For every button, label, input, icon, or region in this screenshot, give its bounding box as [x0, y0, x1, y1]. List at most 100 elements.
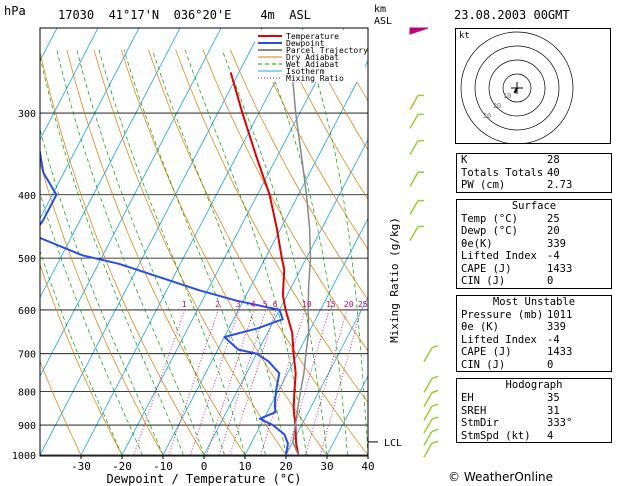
- legend-bg: [255, 30, 365, 82]
- km-asl-label: ASL: [374, 16, 393, 27]
- dry-adiabat: [66, 49, 246, 456]
- index-value: 31: [547, 404, 560, 417]
- wind-barb: [409, 200, 419, 216]
- temp-tick-label: 10: [238, 460, 251, 473]
- index-label: CIN (J): [461, 358, 506, 371]
- index-label: θe (K): [461, 321, 499, 333]
- temp-tick-label: 30: [320, 460, 333, 473]
- isotherm-line: [40, 28, 222, 378]
- wind-barb: [409, 140, 419, 155]
- index-label: CAPE (J): [461, 262, 512, 275]
- wind-barb: [423, 442, 433, 458]
- temp-tick-label: 40: [361, 460, 374, 473]
- index-table-title: Surface: [511, 199, 557, 212]
- temp-tick-label: 20: [279, 460, 292, 473]
- index-table-row: StmSpd (kt) 4: [457, 430, 611, 443]
- background-lines: [40, 28, 368, 456]
- mixing-ratio-label: 2: [215, 300, 220, 309]
- dry-adiabat: [148, 49, 368, 456]
- series-temperature: [229, 72, 300, 456]
- wind-barb-flag: [431, 416, 439, 420]
- wind-barb-flag: [431, 428, 439, 433]
- index-table-row: Totals Totals 40: [457, 167, 611, 180]
- wind-barb-flag: [431, 389, 439, 394]
- temp-tick-label: -20: [112, 460, 132, 473]
- index-label: K: [461, 154, 468, 166]
- index-value: 35: [547, 392, 560, 404]
- hodograph-ring: [502, 73, 532, 103]
- mixing-ratio-line: [229, 309, 277, 456]
- hodograph-ring: [474, 45, 560, 131]
- index-value: 25: [547, 212, 560, 225]
- isotherm-line: [40, 28, 263, 456]
- index-label: θe(K): [461, 237, 493, 250]
- index-table-row: Dewp (°C) 20: [457, 225, 611, 238]
- index-table: K 28 Totals Totals 40 PW (cm) 2.73: [456, 153, 612, 193]
- temp-tick-label: -10: [153, 460, 173, 473]
- lcl-label: LCL: [384, 438, 402, 449]
- index-table-row: θe (K) 339: [457, 321, 611, 334]
- wind-barb: [409, 226, 419, 241]
- station-lon: 036°20'E: [173, 8, 232, 22]
- isotherm-line: [80, 28, 304, 456]
- index-value: 2.73: [547, 179, 573, 191]
- temp-tick-label: -30: [71, 460, 91, 473]
- axes: 1 2 3 4 5 6 10 15 20 253004005006007008009001000-…: [12, 109, 402, 486]
- station-id: 17030: [58, 8, 95, 22]
- wind-barb-flag: [431, 403, 439, 407]
- legend-label: Wet Adiabat: [286, 60, 339, 69]
- legend-label: Dewpoint: [286, 39, 325, 48]
- top-wind-flag: [409, 27, 429, 35]
- pressure-unit-label: hPa: [4, 4, 26, 18]
- series-parcel-trajectory: [291, 72, 312, 456]
- wind-barb: [423, 418, 433, 434]
- hodograph-ring-label: 30: [483, 112, 491, 120]
- index-value: 40: [547, 166, 560, 179]
- legend-label: Isotherm: [286, 67, 325, 76]
- hodograph-kt-label: kt: [459, 31, 470, 41]
- km-label: km: [374, 4, 387, 15]
- dry-adiabat: [229, 49, 368, 301]
- isotherm-line: [162, 59, 368, 456]
- index-table: Surface Temp (°C) 25 Dewp (°C) 20 θe(K) 339 Lif…: [456, 198, 612, 289]
- index-label: Temp (°C): [461, 212, 518, 225]
- index-value: -4: [547, 333, 560, 346]
- mixing-ratio-label: 20: [344, 300, 354, 309]
- mixing-ratio-label: 6: [273, 300, 278, 309]
- dry-adiabat: [120, 49, 328, 456]
- wind-barb: [423, 431, 433, 446]
- index-value: 339: [547, 237, 566, 250]
- wind-barbs: [409, 27, 439, 458]
- datetime: 23.08.2003 00GMT: [454, 8, 570, 22]
- index-label: SREH: [461, 404, 487, 417]
- index-label: EH: [461, 392, 474, 404]
- index-value: 1011: [547, 308, 573, 321]
- pressure-tick-label: 600: [18, 306, 36, 317]
- wet-adiabat: [98, 49, 246, 456]
- index-table-row: CIN (J) 0: [457, 359, 611, 372]
- mixing-ratio-line: [305, 309, 348, 456]
- index-value: 339: [547, 321, 566, 333]
- mixing-ratio-line: [286, 309, 330, 456]
- mixing-ratio-line: [168, 309, 219, 456]
- legend-label: Dry Adiabat: [286, 53, 339, 62]
- copyright: © WeatherOnline: [448, 470, 554, 484]
- index-table-row: CIN (J) 0: [457, 275, 611, 288]
- index-value: 0: [547, 275, 554, 287]
- wind-barb: [423, 347, 433, 363]
- wet-adiabat: [184, 49, 307, 456]
- station-lat: 41°17'N: [108, 8, 160, 22]
- index-table-row: PW (cm) 2.73: [457, 179, 611, 192]
- dry-adiabat: [202, 49, 368, 352]
- wind-barb: [423, 405, 433, 421]
- pressure-tick-label: 300: [18, 109, 36, 120]
- legend-label: Mixing Ratio: [286, 74, 344, 83]
- mixing-ratio-axis-label: Mixing Ratio (g/kg): [388, 217, 401, 343]
- index-table-title: Hodograph: [505, 379, 563, 391]
- index-value: 1433: [547, 262, 573, 275]
- series-dewpoint: [40, 146, 289, 456]
- index-table-row: Lifted Index -4: [457, 250, 611, 263]
- index-label: CIN (J): [461, 275, 506, 287]
- isotherm-line: [40, 28, 181, 299]
